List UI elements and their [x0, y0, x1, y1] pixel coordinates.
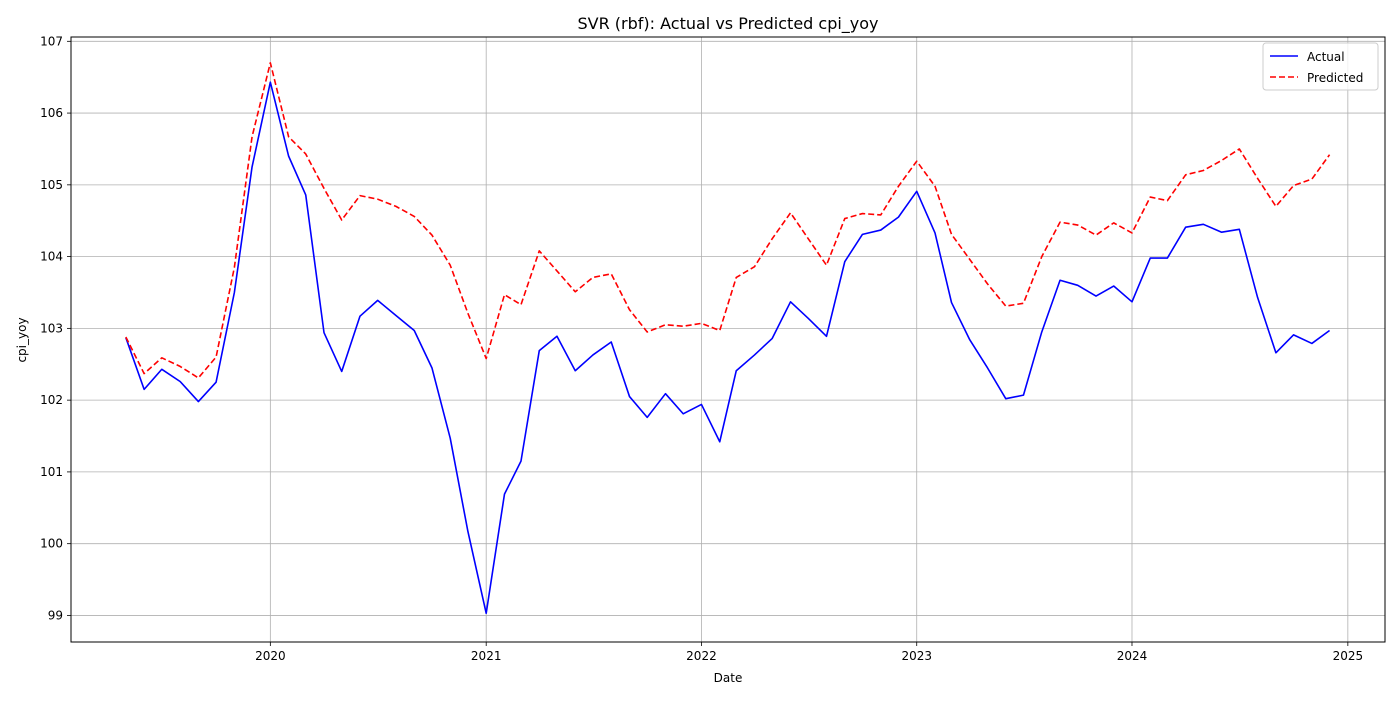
- y-tick-label: 100: [40, 537, 63, 551]
- x-tick-label: 2025: [1333, 649, 1364, 663]
- x-tick-label: 2023: [901, 649, 932, 663]
- x-tick-label: 2021: [471, 649, 502, 663]
- y-tick-label: 105: [40, 178, 63, 192]
- grid-lines: [71, 37, 1385, 642]
- series-lines: [125, 62, 1331, 615]
- plot-frame: [70, 36, 1386, 643]
- y-tick-label: 107: [40, 34, 63, 48]
- x-axis-label: Date: [714, 671, 743, 685]
- axis-ticks: 2020 2021 2022 2023 2024 2025 99 100 101 102 103 10…: [40, 34, 1363, 663]
- legend-label-predicted: Predicted: [1307, 71, 1363, 85]
- y-tick-label: 101: [40, 465, 63, 479]
- y-tick-label: 106: [40, 106, 63, 120]
- legend: Actual Predicted: [1262, 42, 1379, 91]
- y-tick-label: 102: [40, 393, 63, 407]
- legend-label-actual: Actual: [1307, 50, 1345, 64]
- y-tick-label: 99: [48, 608, 63, 622]
- x-tick-label: 2022: [686, 649, 717, 663]
- series-line-predicted: [125, 62, 1331, 379]
- y-tick-label: 104: [40, 250, 63, 264]
- legend-box: [1262, 42, 1379, 91]
- y-tick-label: 103: [40, 321, 63, 335]
- x-tick-label: 2024: [1117, 649, 1148, 663]
- y-axis-label: cpi_yoy: [15, 317, 29, 362]
- chart-title: SVR (rbf): Actual vs Predicted cpi_yoy: [577, 14, 878, 34]
- series-line-actual: [125, 81, 1331, 615]
- x-tick-label: 2020: [255, 649, 286, 663]
